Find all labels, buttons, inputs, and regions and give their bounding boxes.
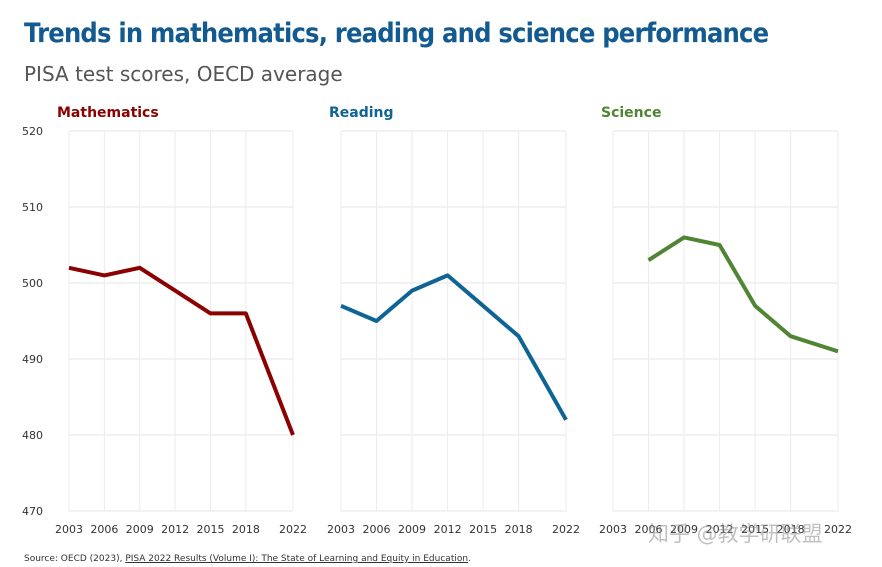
- mathematics-x-tick-2018: 2018: [232, 523, 260, 536]
- reading-point-2009: [410, 289, 414, 293]
- y-tick-520: 520: [22, 125, 43, 138]
- mathematics-series-line: [68, 265, 295, 436]
- source-note: Source: OECD (2023), PISA 2022 Results (…: [24, 554, 471, 564]
- science-panel-title: Science: [601, 105, 661, 121]
- science-x-tick-2009: 2009: [670, 523, 698, 536]
- mathematics-x-tick-2012: 2012: [161, 523, 189, 536]
- y-tick-480: 480: [22, 429, 43, 442]
- mathematics-point-2012: [173, 289, 177, 293]
- source-link[interactable]: PISA 2022 Results (Volume I): The State …: [125, 554, 469, 564]
- chart-title: Trends in mathematics, reading and scien…: [24, 18, 769, 49]
- reading-point-2012: [446, 273, 450, 277]
- mathematics-x-tick-2003: 2003: [55, 523, 83, 536]
- science-x-tick-2003: 2003: [599, 523, 627, 536]
- reading-series-line: [340, 273, 568, 421]
- reading-x-tick-2003: 2003: [327, 523, 355, 536]
- y-tick-470: 470: [22, 505, 43, 518]
- reading-panel-title: Reading: [329, 105, 394, 121]
- reading-x-tick-2022: 2022: [552, 523, 580, 536]
- reading-x-tick-2018: 2018: [505, 523, 533, 536]
- mathematics-point-2006: [102, 273, 106, 277]
- reading-x-tick-2009: 2009: [398, 523, 426, 536]
- science-x-tick-2022: 2022: [824, 523, 852, 536]
- mathematics-point-2003: [67, 266, 71, 270]
- science-point-2018: [789, 334, 793, 338]
- mathematics-panel-title: Mathematics: [57, 105, 159, 121]
- y-tick-500: 500: [22, 277, 43, 290]
- reading-point-2022: [564, 418, 568, 422]
- source-suffix: .: [468, 554, 471, 564]
- mathematics-x-tick-2015: 2015: [196, 523, 224, 536]
- y-tick-490: 490: [22, 353, 43, 366]
- mathematics-point-2015: [208, 311, 212, 315]
- science-point-2012: [718, 243, 722, 247]
- mathematics-x-tick-2009: 2009: [126, 523, 154, 536]
- mathematics-point-2022: [291, 433, 295, 437]
- science-x-tick-2012: 2012: [706, 523, 734, 536]
- y-tick-510: 510: [22, 201, 43, 214]
- chart-subtitle: PISA test scores, OECD average: [24, 62, 343, 86]
- reading-x-tick-2006: 2006: [363, 523, 391, 536]
- mathematics-point-2009: [138, 266, 142, 270]
- science-point-2006: [647, 258, 651, 262]
- science-x-tick-2015: 2015: [741, 523, 769, 536]
- science-x-tick-2006: 2006: [635, 523, 663, 536]
- mathematics-point-2018: [244, 311, 248, 315]
- reading-point-2006: [375, 319, 379, 323]
- mathematics-x-tick-2006: 2006: [90, 523, 118, 536]
- source-prefix: Source: OECD (2023),: [24, 554, 126, 564]
- reading-x-tick-2012: 2012: [434, 523, 462, 536]
- reading-point-2018: [517, 334, 521, 338]
- science-x-tick-2018: 2018: [777, 523, 805, 536]
- watermark: 知乎 @教学研联盟: [648, 522, 823, 546]
- reading-point-2003: [339, 304, 343, 308]
- science-point-2022: [836, 349, 840, 353]
- reading-x-tick-2015: 2015: [469, 523, 497, 536]
- science-point-2009: [682, 235, 686, 239]
- mathematics-x-tick-2022: 2022: [279, 523, 307, 536]
- reading-point-2015: [481, 304, 485, 308]
- science-point-2015: [753, 304, 757, 308]
- science-series-line: [647, 235, 839, 354]
